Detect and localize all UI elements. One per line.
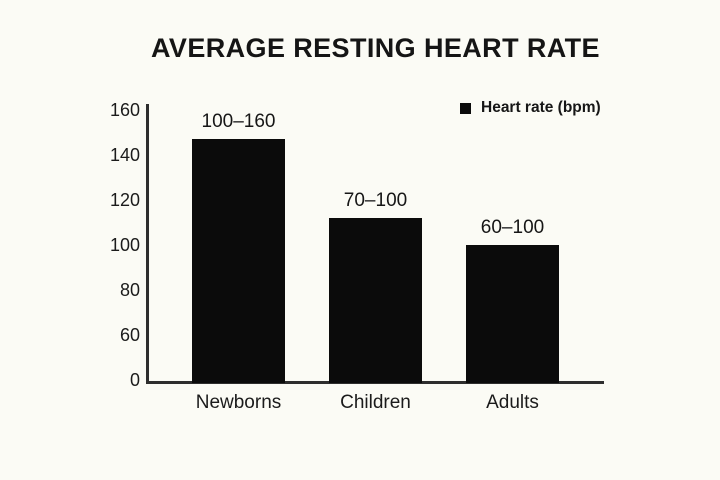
y-tick-label: 0	[129, 370, 140, 390]
bar-value-label: 60–100	[480, 217, 545, 238]
y-tick-label: 60	[119, 325, 140, 345]
bar-newborns	[192, 139, 285, 383]
y-tick-label: 80	[119, 280, 140, 300]
bar-value-label: 100–160	[201, 111, 276, 132]
legend-swatch-icon	[460, 102, 471, 114]
legend: Heart rate (bpm)	[460, 99, 601, 117]
y-tick-label: 140	[109, 145, 140, 165]
y-axis-line	[146, 104, 149, 384]
chart-title: AVERAGE RESTING HEART RATE	[151, 33, 600, 63]
legend-label: Heart rate (bpm)	[481, 99, 601, 116]
y-tick-label: 120	[109, 190, 140, 210]
y-tick-label: 100	[109, 235, 140, 255]
x-category-label: Children	[340, 392, 411, 413]
x-category-label: Newborns	[195, 392, 282, 413]
bar-value-label: 70–100	[343, 190, 408, 211]
bar-adults	[466, 245, 559, 383]
x-category-label: Adults	[486, 392, 539, 413]
y-tick-label: 160	[109, 100, 140, 120]
bar-children	[329, 218, 422, 383]
